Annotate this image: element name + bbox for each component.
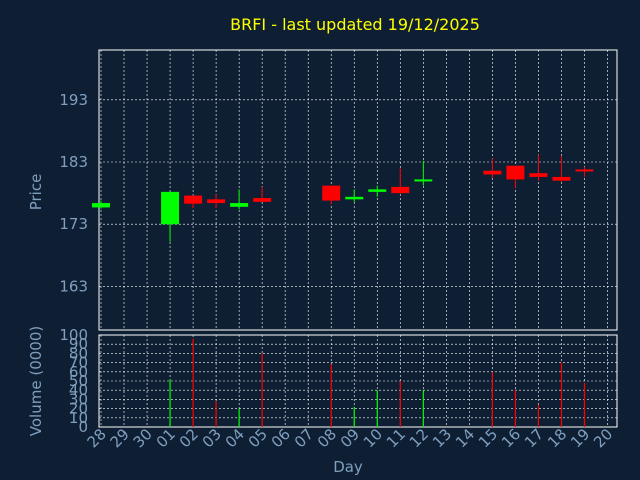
candle-body [322,185,341,201]
volume-y-tick-label: 0 [78,418,88,436]
volume-y-tick-label: 50 [69,372,88,390]
volume-bars [169,338,586,427]
candle-body [414,179,433,182]
chart-title: BRFI - last updated 19/12/2025 [230,15,480,34]
volume-axis-label: Volume (0000) [27,326,45,436]
volume-y-tick-label: 80 [69,344,88,362]
candle-body [506,165,525,180]
price-y-tick-label: 173 [59,215,88,233]
candle-body [368,189,387,192]
volume-y-tick-label: 20 [69,400,88,418]
candle-body [207,199,226,204]
volume-y-tick-label: 10 [69,409,88,427]
price-y-ticks: 163 173 183 193 [59,91,88,296]
candle-body [483,170,502,175]
volume-y-tick-label: 100 [59,326,88,344]
x-tick-labels: 2829300102030405060708091011121314151617… [84,425,617,451]
candle-body [345,196,364,200]
price-y-tick-label: 183 [59,153,88,171]
volume-panel-frame [98,334,618,428]
price-axis-label: Price [27,174,45,211]
x-axis-label: Day [333,458,363,476]
price-grid [99,50,617,330]
volume-y-tick-label: 90 [69,335,88,353]
price-y-tick-label: 163 [59,277,88,295]
volume-y-tick-label: 40 [69,381,88,399]
volume-y-tick-label: 30 [69,390,88,408]
volume-y-tick-label: 60 [69,363,88,381]
candle-body [575,169,594,172]
candles [92,154,594,242]
candle-body [92,203,110,208]
candle-body [253,198,272,202]
candle-body [391,186,410,194]
price-panel-frame [98,49,618,331]
candle-body [529,173,548,177]
candle-body [230,203,249,207]
candle-body [552,176,571,181]
volume-y-tick-label: 70 [69,354,88,372]
price-y-tick-label: 193 [59,91,88,109]
candle-body [161,191,180,225]
candle-body [184,195,203,204]
